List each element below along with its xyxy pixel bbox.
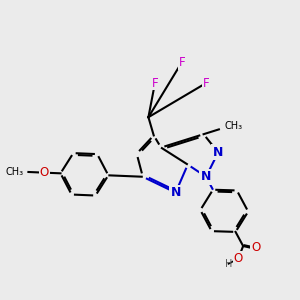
Text: H: H	[225, 259, 232, 269]
Text: O: O	[40, 166, 49, 179]
Text: F: F	[178, 56, 185, 69]
Text: O: O	[251, 241, 260, 254]
Text: O: O	[234, 252, 243, 265]
Text: N: N	[201, 170, 211, 183]
Text: N: N	[170, 186, 181, 199]
Text: N: N	[213, 146, 224, 159]
Text: F: F	[203, 76, 209, 90]
Text: CH₃: CH₃	[224, 122, 242, 131]
Text: F: F	[152, 76, 158, 90]
Text: CH₃: CH₃	[6, 167, 24, 177]
